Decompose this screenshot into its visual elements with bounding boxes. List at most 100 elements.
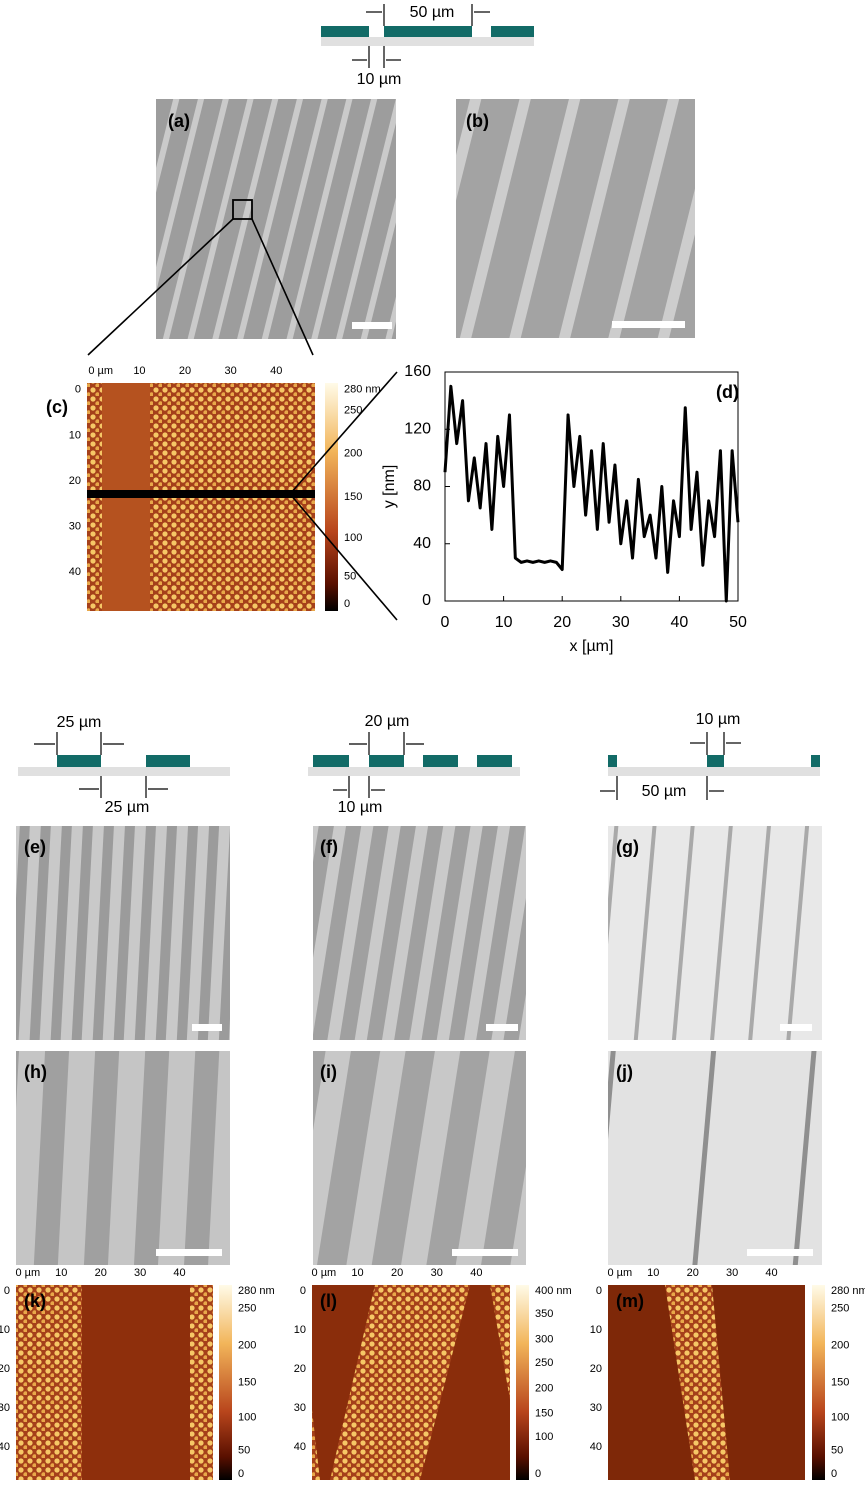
afm-y-tick-label: 40 <box>294 1441 306 1453</box>
afm-y-tick-label: 40 <box>0 1441 10 1453</box>
afm-x-tick-label: 40 <box>765 1267 777 1279</box>
afm-x-tick-label: 40 <box>470 1267 482 1279</box>
afm-y-tick-label: 30 <box>69 521 81 533</box>
afm-y-tick-label: 0 <box>75 384 81 396</box>
afm-x-tick-label: 0 µm <box>15 1267 40 1279</box>
panel-label: (e) <box>24 837 46 857</box>
colorbar-label: 150 <box>831 1376 849 1388</box>
colorbar-label: 50 <box>344 571 356 583</box>
afm-x-tick-label: 0 µm <box>312 1267 337 1279</box>
colorbar-label: 150 <box>238 1376 256 1388</box>
dimension-label: 25 µm <box>57 714 102 731</box>
afm-y-tick-label: 30 <box>0 1402 10 1414</box>
afm-y-tick-label: 0 <box>4 1285 10 1297</box>
y-tick-label: 80 <box>413 478 431 495</box>
colorbar-label: 200 <box>535 1382 553 1394</box>
afm-x-tick-label: 20 <box>179 365 191 377</box>
x-tick-label: 50 <box>729 614 747 631</box>
panel-label: (l) <box>320 1291 337 1311</box>
afm-x-tick-label: 20 <box>95 1267 107 1279</box>
y-tick-label: 40 <box>413 535 431 552</box>
colorbar-label: 250 <box>831 1302 849 1314</box>
panel-label: (d) <box>716 382 739 402</box>
afm-y-tick-label: 10 <box>590 1324 602 1336</box>
y-tick-label: 160 <box>404 363 431 380</box>
afm-x-tick-label: 10 <box>647 1267 659 1279</box>
afm-x-tick-label: 20 <box>687 1267 699 1279</box>
colorbar-label: 200 <box>238 1339 256 1351</box>
colorbar-label: 350 <box>535 1308 553 1320</box>
schematic <box>18 732 230 798</box>
colorbar-label: 300 <box>535 1334 553 1346</box>
afm-y-tick-label: 10 <box>294 1324 306 1336</box>
panel-label: (g) <box>616 837 639 857</box>
panel-label: (j) <box>616 1062 633 1082</box>
afm-y-tick-label: 20 <box>0 1363 10 1375</box>
x-tick-label: 0 <box>441 614 450 631</box>
panel-label: (a) <box>168 111 190 131</box>
x-tick-label: 20 <box>553 614 571 631</box>
profile-line <box>443 384 740 603</box>
afm-x-tick-label: 30 <box>134 1267 146 1279</box>
dimension-label: 50 µm <box>410 4 455 21</box>
afm-y-tick-label: 20 <box>69 475 81 487</box>
afm-x-tick-label: 10 <box>55 1267 67 1279</box>
dimension-label: 10 µm <box>696 711 741 728</box>
x-axis-label: x [µm] <box>570 638 614 655</box>
afm-y-tick-label: 40 <box>590 1441 602 1453</box>
y-tick-label: 0 <box>422 592 431 609</box>
colorbar-label: 0 <box>535 1468 541 1480</box>
afm-x-tick-label: 20 <box>391 1267 403 1279</box>
panel-label: (m) <box>616 1291 644 1311</box>
colorbar-label: 0 <box>238 1468 244 1480</box>
afm-y-tick-label: 20 <box>590 1363 602 1375</box>
y-tick-label: 120 <box>404 420 431 437</box>
colorbar-label: 100 <box>535 1431 553 1443</box>
colorbar-label: 0 <box>831 1468 837 1480</box>
x-tick-label: 40 <box>671 614 689 631</box>
afm-x-tick-label: 30 <box>225 365 237 377</box>
schematic <box>600 732 820 800</box>
afm-x-tick-label: 10 <box>133 365 145 377</box>
colorbar-label: 280 nm <box>344 384 381 396</box>
panel-label: (i) <box>320 1062 337 1082</box>
afm-x-tick-label: 0 µm <box>88 365 113 377</box>
colorbar-label: 250 <box>535 1357 553 1369</box>
micrographs <box>16 99 822 1265</box>
colorbar-label: 100 <box>344 532 362 544</box>
afm-x-tick-label: 30 <box>726 1267 738 1279</box>
colorbar-label: 50 <box>238 1445 250 1457</box>
afm-x-tick-label: 30 <box>431 1267 443 1279</box>
x-tick-label: 10 <box>495 614 513 631</box>
colorbar-label: 200 <box>831 1339 849 1351</box>
panel-label: (h) <box>24 1062 47 1082</box>
afm-y-tick-label: 0 <box>300 1285 306 1297</box>
afm-y-tick-label: 30 <box>590 1402 602 1414</box>
colorbar-label: 280 nm <box>238 1285 275 1297</box>
dimension-label: 50 µm <box>642 783 687 800</box>
afm-x-tick-label: 40 <box>173 1267 185 1279</box>
afm-y-tick-label: 0 <box>596 1285 602 1297</box>
afm-images <box>16 383 825 1480</box>
colorbar-label: 150 <box>344 491 362 503</box>
schematic <box>321 4 534 68</box>
afm-x-tick-label: 0 µm <box>607 1267 632 1279</box>
x-tick-label: 30 <box>612 614 630 631</box>
afm-y-tick-label: 30 <box>294 1402 306 1414</box>
afm-x-tick-label: 10 <box>351 1267 363 1279</box>
colorbar-label: 200 <box>344 448 362 460</box>
afm-y-tick-label: 10 <box>69 429 81 441</box>
dimension-label: 10 µm <box>338 799 383 816</box>
dimension-label: 10 µm <box>357 71 402 88</box>
afm-y-tick-label: 40 <box>69 566 81 578</box>
colorbar-label: 250 <box>238 1302 256 1314</box>
colorbar-label: 50 <box>831 1445 843 1457</box>
afm-y-tick-label: 20 <box>294 1363 306 1375</box>
colorbar-label: 280 nm <box>831 1285 865 1297</box>
schematic <box>308 732 520 798</box>
zoom-lines <box>87 218 398 621</box>
colorbar-label: 0 <box>344 598 350 610</box>
dimension-label: 20 µm <box>365 713 410 730</box>
panel-label: (b) <box>466 111 489 131</box>
